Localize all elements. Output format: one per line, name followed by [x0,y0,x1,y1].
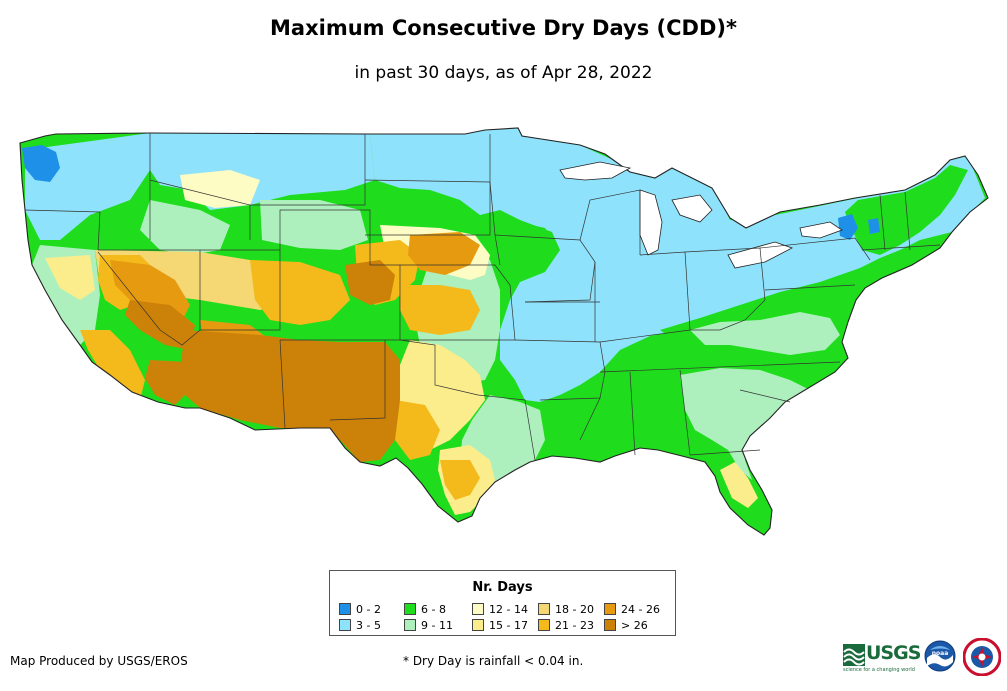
legend-item-9-11: 9 - 11 [404,619,453,632]
legend-swatch [472,619,484,631]
legend-swatch [538,619,550,631]
legend-title: Nr. Days [472,580,533,595]
noaa-logo-icon: noaa [924,640,956,672]
legend-swatch [404,603,416,615]
legend-swatch [472,603,484,615]
legend-item-3-5: 3 - 5 [339,619,381,632]
legend: Nr. Days 0 - 2 3 - 5 6 - 8 9 - 11 12 - 1… [329,570,676,636]
legend-item-15-17: 15 - 17 [472,619,528,632]
usgs-logo: USGS science for a changing world [843,642,921,673]
legend-swatch [538,603,550,615]
legend-item-0-2: 0 - 2 [339,603,381,616]
usgs-wordmark: USGS [866,642,921,664]
legend-swatch [404,619,416,631]
legend-item-6-8: 6 - 8 [404,603,446,616]
nws-logo-icon [963,638,1001,676]
legend-item-21-23: 21 - 23 [538,619,594,632]
legend-swatch [339,603,351,615]
legend-item-over-26: > 26 [604,619,648,632]
legend-item-18-20: 18 - 20 [538,603,594,616]
legend-item-12-14: 12 - 14 [472,603,528,616]
legend-item-24-26: 24 - 26 [604,603,660,616]
usgs-tagline: science for a changing world [843,667,915,673]
noaa-wordmark: noaa [932,650,949,657]
legend-swatch [604,619,616,631]
map-subtitle: in past 30 days, as of Apr 28, 2022 [354,63,653,83]
map-title: Maximum Consecutive Dry Days (CDD)* [270,16,737,40]
dry-day-footnote: * Dry Day is rainfall < 0.04 in. [403,654,584,668]
legend-swatch [339,619,351,631]
legend-swatch [604,603,616,615]
usgs-wave-icon [843,644,865,666]
cdd-map [19,127,989,536]
map-credit: Map Produced by USGS/EROS [10,654,188,668]
